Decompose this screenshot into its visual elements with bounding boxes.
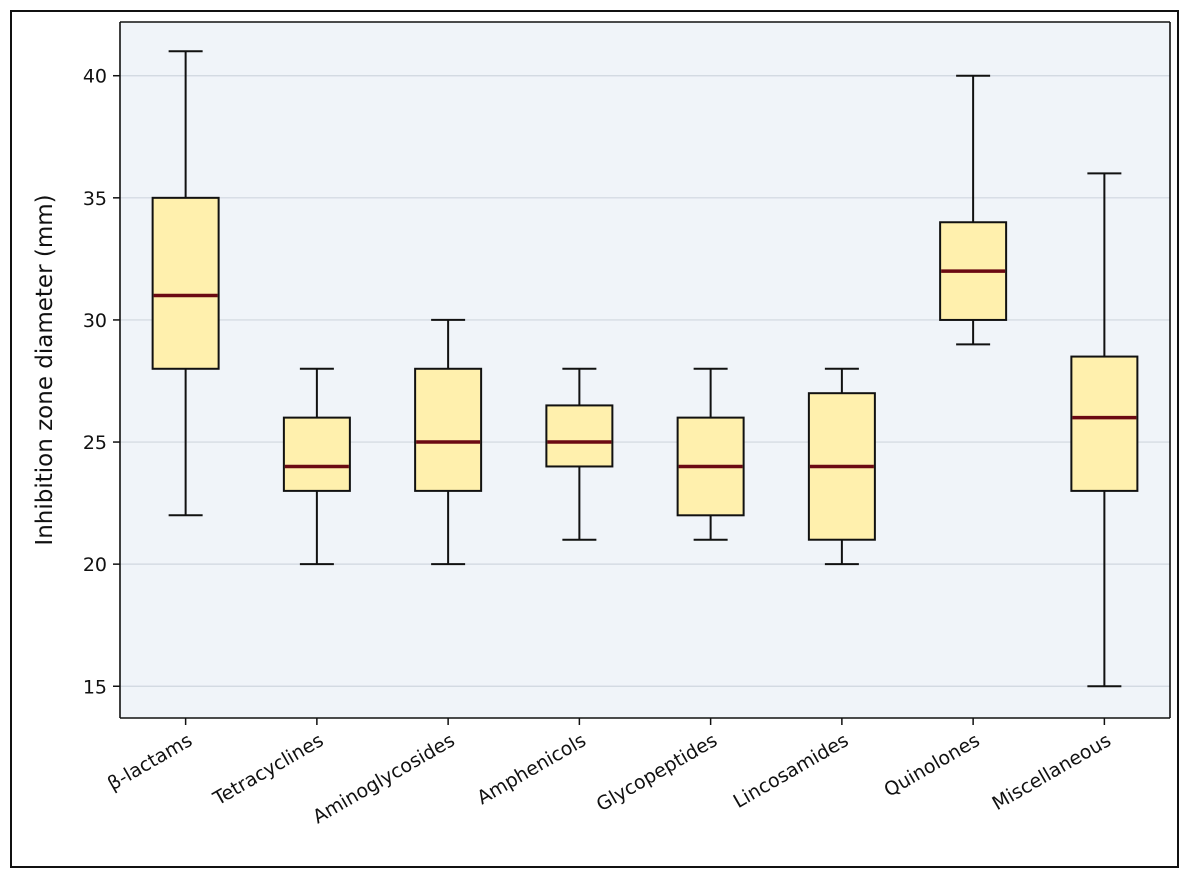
plot-area [120, 22, 1170, 718]
iqr-box [545, 404, 614, 468]
y-axis-ticks: 15 20 25 30 35 40 [83, 66, 120, 698]
y-tick-label: 40 [83, 66, 107, 88]
x-tick-label: Quinolones [880, 729, 983, 801]
iqr-box [151, 196, 220, 370]
y-tick-label: 30 [83, 310, 107, 332]
iqr-box [414, 367, 483, 492]
y-tick-label: 20 [83, 554, 107, 576]
x-tick-label: Amphenicols [473, 729, 590, 809]
x-tick-label: Miscellaneous [989, 729, 1115, 815]
box-1 [282, 367, 351, 566]
box-7 [1070, 172, 1139, 688]
box-6 [939, 74, 1008, 346]
iqr-box [282, 416, 351, 492]
y-axis-title: Inhibition zone diameter (mm) [32, 194, 58, 545]
x-tick-label: Glycopeptides [593, 729, 721, 816]
boxes [151, 50, 1139, 688]
y-tick-label: 15 [83, 676, 107, 698]
x-tick-label: Aminoglycosides [309, 729, 459, 828]
x-tick-label: Lincosamides [730, 729, 853, 813]
iqr-box [1070, 355, 1139, 492]
x-tick-label: Tetracyclines [209, 729, 328, 810]
y-tick-label: 35 [83, 188, 107, 210]
box-2 [414, 318, 483, 566]
box-3 [545, 367, 614, 541]
y-tick-label: 25 [83, 432, 107, 454]
box-5 [807, 367, 876, 566]
box-0 [151, 50, 220, 517]
x-tick-label: β-lactams [104, 729, 196, 795]
axes [119, 21, 1171, 719]
box-4 [676, 367, 745, 541]
